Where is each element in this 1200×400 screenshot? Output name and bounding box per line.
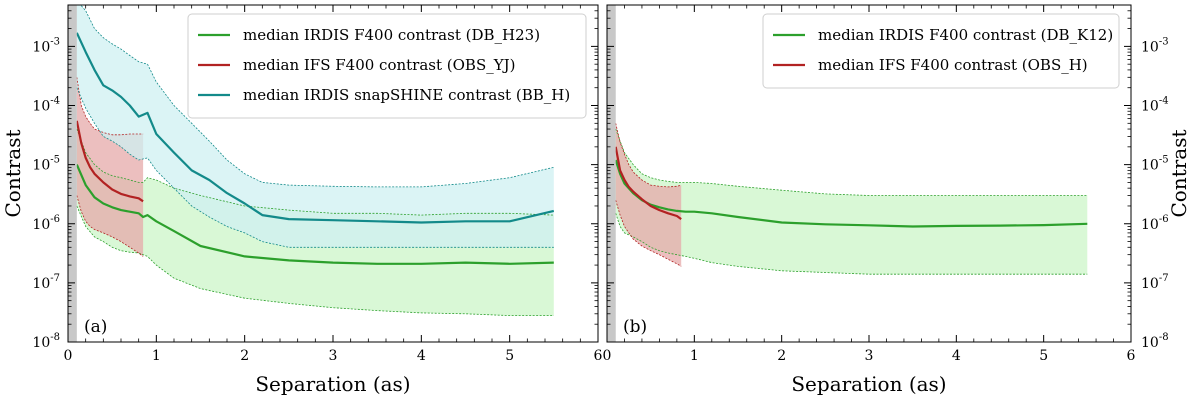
x-axis-label: Separation (as) (791, 372, 946, 396)
series-1-upper-edge (76, 77, 144, 136)
y-tick-label: 10-4 (32, 96, 60, 115)
series-2-band (76, 5, 554, 248)
series-0-upper-edge (76, 128, 554, 216)
legend-entry-0: median IRDIS F400 contrast (DB_K12) (818, 26, 1113, 44)
x-tick-label: 0 (64, 348, 73, 364)
x-tick-label: 2 (240, 348, 249, 364)
series-2-lower-edge (76, 87, 554, 248)
legend-entry-1: median IFS F400 contrast (OBS_H) (818, 56, 1088, 74)
panel-label: (b) (623, 317, 647, 337)
x-tick-label: 6 (594, 348, 603, 364)
x-tick-label: 4 (952, 348, 961, 364)
y-tick-label: 10-8 (1141, 332, 1169, 351)
series-0-upper-edge (615, 128, 1088, 196)
series-0-band (615, 129, 1088, 275)
y-axis-label: Contrast (1167, 129, 1191, 217)
series-1-median-line (75, 120, 144, 203)
y-tick-label: 10-5 (32, 155, 60, 174)
x-axis-label: Separation (as) (255, 372, 410, 396)
x-tick-label: 2 (777, 348, 786, 364)
y-tick-label: 10-8 (32, 332, 60, 351)
y-tick-label: 10-5 (1141, 155, 1169, 174)
series-0-lower-edge (76, 205, 554, 316)
x-tick-label: 5 (505, 348, 514, 364)
x-tick-label: 1 (690, 348, 699, 364)
x-tick-label: 1 (152, 348, 161, 364)
series-1-upper-edge (615, 123, 682, 188)
y-tick-label: 10-6 (1141, 214, 1169, 233)
series-1-median-line (614, 146, 682, 220)
panel-a: 0 1 2 3 4 5 6 10-8 10-7 10-6 10-5 10-4 10-3 Separatio… (1, 4, 603, 396)
plot-area (75, 5, 555, 316)
y-axis-label: Contrast (1, 129, 25, 217)
legend-entry-2: median IRDIS snapSHINE contrast (BB_H) (243, 86, 570, 104)
legend-box (762, 13, 1120, 89)
coronagraph-mask-region (607, 5, 616, 342)
series-1-lower-edge (615, 200, 682, 267)
x-tick-label: 4 (417, 348, 426, 364)
plot-area (614, 123, 1088, 275)
legend-entry-1: median IFS F400 contrast (OBS_YJ) (243, 56, 516, 74)
panel-b: 0 1 2 3 4 5 6 10-8 10-7 10-6 10-5 10-4 10-3 Separatio… (603, 4, 1191, 396)
series-1-band (615, 123, 682, 267)
y-tick-label: 10-3 (1141, 36, 1169, 55)
y-tick-label: 10-4 (1141, 96, 1169, 115)
series-2-median-line (75, 32, 555, 224)
y-tick-label: 10-7 (1141, 273, 1169, 292)
legend-box (187, 13, 587, 119)
y-tick-label: 10-6 (32, 214, 60, 233)
legend: median IRDIS F400 contrast (DB_H23)media… (187, 13, 587, 119)
panel-label: (a) (84, 317, 107, 337)
series-2-upper-edge (80, 5, 554, 188)
x-tick-label: 0 (603, 348, 612, 364)
x-tick-label: 3 (865, 348, 874, 364)
legend-entry-0: median IRDIS F400 contrast (DB_H23) (243, 26, 540, 44)
y-tick-label: 10-3 (32, 36, 60, 55)
x-tick-label: 6 (1127, 348, 1136, 364)
x-tick-label: 5 (1039, 348, 1048, 364)
y-tick-label: 10-7 (32, 273, 60, 292)
coronagraph-mask-region (68, 5, 77, 342)
legend: median IRDIS F400 contrast (DB_K12)media… (762, 13, 1120, 89)
x-tick-label: 3 (329, 348, 338, 364)
series-0-median-line (75, 164, 554, 265)
